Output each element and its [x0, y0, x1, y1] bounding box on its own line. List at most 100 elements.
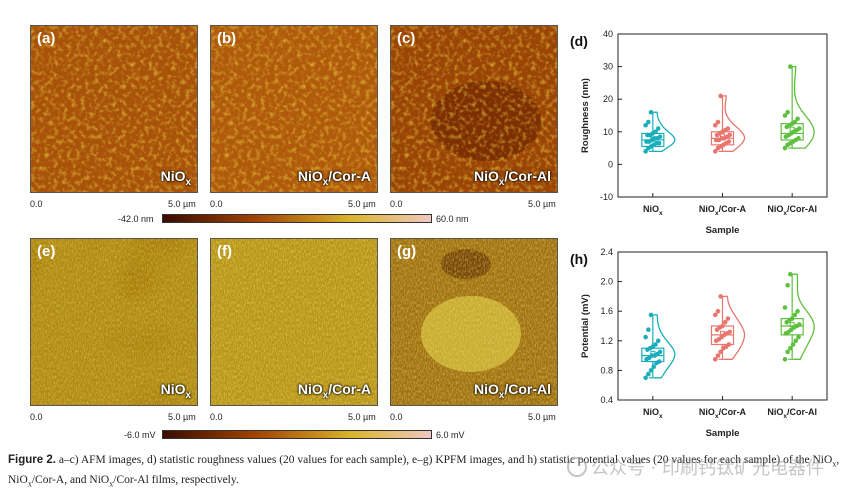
- data-point: [648, 368, 654, 373]
- data-point: [782, 145, 788, 151]
- roughness-chart: (d) -10 0 10 20 30 40 Roughness (nm) Sample NiOx N…: [570, 29, 828, 236]
- data-point: [789, 316, 795, 321]
- data-point: [646, 371, 651, 377]
- x-category-label: NiOx/Cor-Al: [767, 407, 817, 420]
- data-point: [726, 342, 732, 347]
- caption-text-2: , NiO: [8, 454, 840, 487]
- caption-text-4: /Cor-Al films, respectively.: [113, 474, 239, 487]
- data-point: [788, 345, 793, 351]
- wechat-icon: [566, 457, 587, 477]
- y-tick-label: 30: [603, 62, 613, 72]
- kpfm-panel-g: (g) NiOx/Cor-Al: [390, 238, 558, 406]
- figure-label: Figure 2.: [8, 454, 56, 466]
- afm-panel-a: (a) NiOx: [30, 25, 198, 193]
- panel-label-c: NiOx/Cor-Al: [473, 168, 551, 188]
- data-point: [713, 149, 718, 154]
- y-axis-label: Roughness (nm): [580, 78, 591, 153]
- x-category-label: NiOx/Cor-A: [699, 407, 747, 420]
- afm-texture-b: [211, 26, 377, 192]
- y-tick-label: 20: [603, 94, 613, 104]
- panel-letter-f: (f): [217, 243, 232, 260]
- x-category-label: NiOx: [643, 407, 663, 420]
- kpfm-f-x-end: 5.0 µm: [348, 412, 376, 422]
- data-point: [797, 126, 802, 131]
- data-point: [718, 93, 723, 99]
- caption-sub-3: x: [109, 479, 114, 489]
- afm-a-x-start: 0.0: [30, 199, 43, 209]
- data-point: [725, 316, 731, 321]
- data-point: [796, 136, 801, 141]
- panel-label-f: NiOx/Cor-A: [297, 381, 371, 401]
- afm-scale-min: -42.0 nm: [118, 214, 154, 224]
- afm-panel-c: (c) NiOx/Cor-Al: [390, 25, 558, 193]
- panel-letter: (d): [570, 33, 588, 49]
- data-point: [643, 375, 648, 381]
- data-point: [656, 359, 662, 364]
- kpfm-e-x-end: 5.0 µm: [168, 412, 196, 422]
- data-point: [792, 312, 798, 318]
- kpfm-panel-f: (f) NiOx/Cor-A: [210, 238, 378, 406]
- x-category-label: NiOx/Cor-Al: [767, 204, 817, 217]
- afm-c-x-start: 0.0: [390, 199, 403, 209]
- y-tick-label: -10: [600, 192, 613, 202]
- data-point: [722, 320, 728, 325]
- data-point: [657, 349, 663, 355]
- afm-b-x-start: 0.0: [210, 199, 223, 209]
- kpfm-texture-g: [391, 239, 557, 405]
- y-tick-label: 0.4: [600, 395, 613, 405]
- data-point: [796, 334, 801, 340]
- y-tick-label: 10: [603, 127, 613, 137]
- afm-b-x-end: 5.0 µm: [348, 199, 376, 209]
- kpfm-color-scale: [162, 430, 432, 439]
- data-point: [648, 109, 654, 115]
- data-point: [727, 132, 732, 138]
- kpfm-g-x-start: 0.0: [390, 412, 403, 422]
- kpfm-panel-e: (e) NiOx: [30, 238, 198, 406]
- data-point: [795, 308, 800, 314]
- y-tick-label: 40: [603, 29, 613, 39]
- violin-outline: [724, 295, 746, 360]
- data-point: [643, 334, 648, 340]
- data-point: [657, 134, 663, 139]
- x-category-label: NiOx: [643, 204, 663, 217]
- panel-letter-a: (a): [37, 30, 56, 47]
- data-point: [726, 139, 732, 144]
- kpfm-scale-max: 6.0 mV: [436, 430, 465, 440]
- data-point: [720, 323, 725, 329]
- data-point: [788, 64, 793, 69]
- panel-letter-g: (g): [397, 243, 417, 260]
- x-axis-label: Sample: [706, 225, 740, 236]
- data-point: [643, 122, 648, 128]
- figure-caption: Figure 2. a–c) AFM images, d) statistic …: [8, 452, 842, 493]
- data-point: [653, 342, 658, 347]
- caption-text-3: /Cor-A, and NiO: [31, 474, 110, 487]
- data-point: [785, 109, 790, 115]
- violin-outline: [724, 95, 746, 153]
- panel-label-a: NiOx: [160, 168, 191, 188]
- y-tick-label: 1.2: [600, 336, 613, 346]
- data-point: [797, 322, 802, 327]
- data-point: [648, 312, 654, 318]
- data-point: [653, 129, 658, 135]
- y-axis-label: Potential (mV): [580, 294, 591, 358]
- violin-outline: [654, 111, 676, 153]
- data-point: [715, 119, 721, 125]
- data-point: [788, 271, 793, 277]
- x-axis-label: Sample: [706, 428, 740, 439]
- panel-label-e: NiOx: [160, 381, 191, 401]
- data-point: [713, 312, 718, 318]
- violin-outline: [793, 65, 815, 149]
- data-point: [718, 294, 723, 299]
- data-point: [655, 126, 661, 131]
- data-point: [793, 338, 799, 344]
- data-point: [643, 149, 648, 154]
- data-point: [715, 353, 721, 358]
- afm-a-x-end: 5.0 µm: [168, 199, 196, 209]
- caption-sub-1: x: [832, 459, 837, 469]
- y-tick-label: 0: [608, 159, 613, 169]
- kpfm-scale-min: -6.0 mV: [124, 430, 156, 440]
- data-point: [715, 308, 721, 314]
- data-point: [792, 119, 798, 125]
- watermark: 公众号 · 印刷钙钛矿光电器件: [566, 454, 824, 480]
- data-point: [782, 305, 788, 310]
